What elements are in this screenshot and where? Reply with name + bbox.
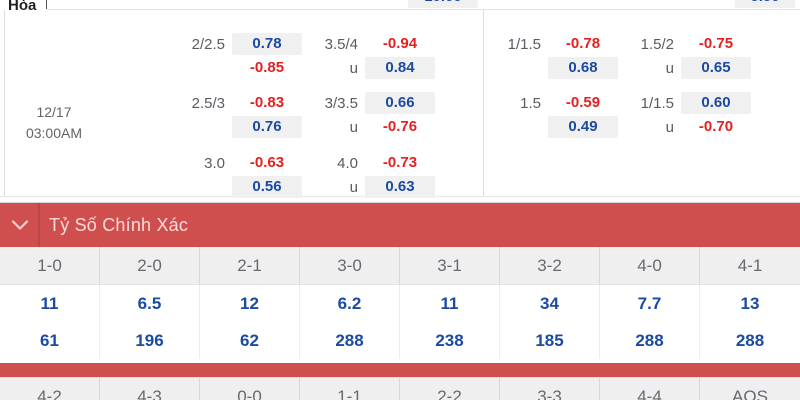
under-label: u [665, 59, 674, 77]
match-datetime: 12/17 03:00AM [8, 102, 100, 144]
score-odds-button[interactable]: 6.2 [300, 285, 400, 322]
handicap-label: 1/1.5 [640, 94, 674, 112]
odds-button[interactable]: 0.76 [232, 116, 302, 138]
odds-button[interactable]: -0.76 [382, 118, 418, 135]
score-label: AOS [732, 387, 768, 400]
section-divider-bar [0, 363, 800, 377]
handicap-label: 2/2.5 [191, 35, 225, 53]
under-label: u [665, 118, 674, 136]
score-odds-button[interactable]: 7.7 [600, 285, 700, 322]
match-date: 12/17 [36, 104, 72, 120]
score-odds-button[interactable]: 238 [400, 322, 500, 359]
odds-button[interactable]: -0.75 [698, 35, 734, 52]
odds-line: 1.5 -0.59 1/1.5 0.60 [466, 92, 751, 114]
odds-group-divider [483, 10, 484, 196]
section-header-correct-score[interactable]: Tỷ Số Chính Xác [0, 203, 800, 247]
handicap-label: 1.5 [520, 94, 541, 112]
odds-button[interactable]: -0.85 [249, 59, 285, 76]
odds-button[interactable]: -0.70 [698, 118, 734, 135]
odds-button[interactable]: -0.78 [565, 35, 601, 52]
top-row-divider-tick [46, 0, 47, 9]
score-odds-row-2: 61 196 62 288 238 185 288 288 [0, 322, 800, 359]
odds-line: 0.68 u 0.65 [466, 57, 751, 79]
odds-button[interactable]: 0.56 [232, 176, 302, 198]
odds-button[interactable]: -0.73 [382, 154, 418, 171]
score-odds-button[interactable]: 11 [0, 285, 100, 322]
score-label: 1-0 [0, 247, 100, 284]
score-odds-button[interactable]: 12 [200, 285, 300, 322]
odds-line: 0.49 u -0.70 [466, 116, 751, 138]
odds-line: 1/1.5 -0.78 1.5/2 -0.75 [466, 33, 751, 55]
score-label: 3-3 [500, 378, 600, 400]
handicap-label: 3.0 [204, 154, 225, 172]
under-label: u [349, 59, 358, 77]
score-label: 2-2 [400, 378, 500, 400]
odds-button[interactable]: 0.60 [681, 92, 751, 114]
score-odds-button[interactable]: 11 [400, 285, 500, 322]
score-label: 3-1 [400, 247, 500, 284]
odds-button[interactable]: 0.84 [365, 57, 435, 79]
under-label: u [349, 178, 358, 196]
table-left-border [4, 10, 5, 196]
score-odds-button[interactable]: 34 [500, 285, 600, 322]
odds-button[interactable]: -0.94 [382, 35, 418, 52]
score-label: 4-1 [737, 256, 763, 275]
odds-line: 2.5/3 -0.83 3/3.5 0.66 [150, 92, 435, 114]
score-label: 1-1 [300, 378, 400, 400]
handicap-label: 3.5/4 [324, 35, 358, 53]
odds-button[interactable]: 0.68 [548, 57, 618, 79]
handicap-label: 2.5/3 [191, 94, 225, 112]
odds-button[interactable]: -0.83 [249, 94, 285, 111]
odds-line: 3.0 -0.63 4.0 -0.73 [150, 152, 435, 174]
score-odds-button[interactable]: 62 [200, 322, 300, 359]
score-label: 4-4 [600, 378, 700, 400]
match-time: 03:00AM [25, 125, 83, 141]
odds-line: 0.56 u 0.63 [150, 176, 435, 198]
score-label: 0-0 [200, 378, 300, 400]
odds-button[interactable]: -0.59 [565, 94, 601, 111]
under-label: u [349, 118, 358, 136]
score-header-row-2: 4-2 4-3 0-0 1-1 2-2 3-3 4-4 AOS [0, 377, 800, 400]
handicap-label: 1/1.5 [507, 35, 541, 53]
odds-button[interactable]: 0.49 [548, 116, 618, 138]
odds-button[interactable]: 0.66 [365, 92, 435, 114]
score-label: 2-1 [200, 247, 300, 284]
odds-button[interactable]: 0.78 [232, 33, 302, 55]
score-odds-button[interactable]: 61 [0, 322, 100, 359]
score-odds-button[interactable]: 6.5 [100, 285, 200, 322]
score-odds-button[interactable]: 288 [735, 331, 765, 350]
score-label: 4-3 [100, 378, 200, 400]
score-label: 2-0 [100, 247, 200, 284]
odds-button[interactable]: -0.63 [249, 154, 285, 171]
section-bar-top-border [0, 202, 800, 203]
odds-line: 2/2.5 0.78 3.5/4 -0.94 [150, 33, 435, 55]
score-label: 3-2 [500, 247, 600, 284]
odds-button[interactable]: 0.65 [681, 57, 751, 79]
handicap-label: 1.5/2 [640, 35, 674, 53]
odds-line: -0.85 u 0.84 [150, 57, 435, 79]
odds-button[interactable]: 5.50 [735, 0, 795, 8]
score-label: 4-0 [600, 247, 700, 284]
score-odds-button[interactable]: 185 [500, 322, 600, 359]
score-odds-button[interactable]: 288 [600, 322, 700, 359]
section-bar-divider [38, 203, 40, 247]
score-odds-button[interactable]: 288 [300, 322, 400, 359]
handicap-label: 4.0 [337, 154, 358, 172]
odds-line: 0.76 u -0.76 [150, 116, 435, 138]
score-label: 4-2 [0, 378, 100, 400]
handicap-label: 3/3.5 [324, 94, 358, 112]
score-header-row: 1-0 2-0 2-1 3-0 3-1 3-2 4-0 4-1 [0, 247, 800, 285]
score-odds-row-1: 11 6.5 12 6.2 11 34 7.7 13 [0, 285, 800, 322]
score-label: 3-0 [300, 247, 400, 284]
odds-button[interactable]: 10.00 [408, 0, 478, 8]
odds-button[interactable]: 0.63 [365, 176, 435, 198]
draw-row-label: Hòa [8, 0, 37, 14]
score-odds-button[interactable]: 13 [740, 294, 760, 313]
section-title: Tỷ Số Chính Xác [49, 214, 189, 235]
top-row-border [47, 9, 800, 10]
chevron-down-icon[interactable] [11, 218, 29, 232]
score-odds-button[interactable]: 196 [100, 322, 200, 359]
